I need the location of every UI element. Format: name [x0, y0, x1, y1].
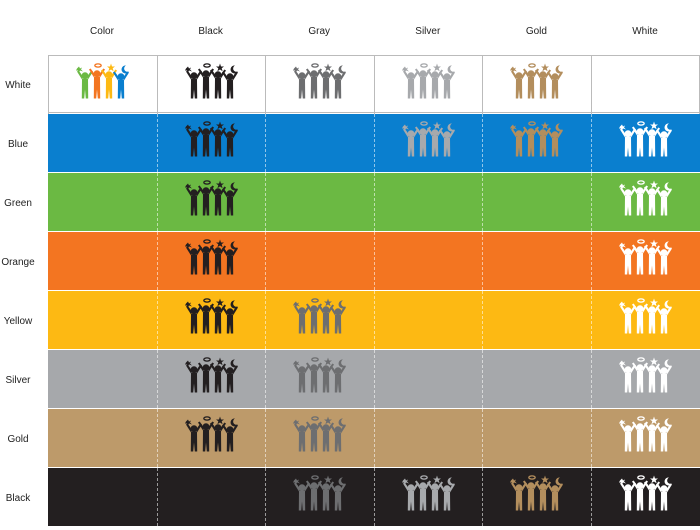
people-group-logo-icon: [617, 121, 675, 166]
cell-gold-silver: [373, 409, 483, 467]
people-group-logo-icon: [183, 63, 241, 108]
cell-white-black: [156, 56, 266, 114]
people-group-logo-icon: [508, 475, 566, 520]
cell-orange-gold: [482, 232, 591, 290]
cell-black-gray: [265, 468, 374, 526]
row-blue: [48, 114, 700, 172]
cell-blue-color: [48, 114, 156, 172]
cell-orange-white: [591, 232, 700, 290]
cell-white-silver: [373, 56, 483, 114]
cell-orange-gray: [265, 232, 374, 290]
people-group-logo-icon: [400, 475, 458, 520]
people-group-logo-icon: [291, 475, 349, 520]
cell-gold-black: [156, 409, 266, 467]
row-header-silver: Silver: [5, 375, 31, 386]
row-header-black: Black: [5, 493, 31, 504]
cell-gold-gray: [265, 409, 374, 467]
cell-orange-silver: [373, 232, 483, 290]
logo-color-grid: [48, 55, 700, 528]
cell-yellow-gray: [265, 291, 374, 349]
row-header-gold: Gold: [7, 434, 29, 445]
people-group-logo-icon: [508, 63, 566, 108]
people-group-logo-icon: [183, 416, 241, 461]
cell-yellow-black: [156, 291, 266, 349]
people-group-logo-icon: [291, 298, 349, 343]
row-silver: [48, 350, 700, 408]
people-group-logo-icon: [617, 357, 675, 402]
cell-green-gold: [482, 173, 591, 231]
people-group-logo-icon: [617, 416, 675, 461]
people-group-logo-icon: [291, 357, 349, 402]
people-group-logo-icon: [74, 63, 132, 108]
cell-gold-gold: [482, 409, 591, 467]
cell-black-silver: [373, 468, 483, 526]
cell-green-silver: [373, 173, 483, 231]
cell-white-gray: [265, 56, 374, 114]
row-yellow: [48, 291, 700, 349]
cell-green-black: [156, 173, 266, 231]
column-header-gray: Gray: [308, 26, 331, 37]
cell-white-gold: [482, 56, 591, 114]
row-gold: [48, 409, 700, 467]
row-white: [48, 55, 700, 114]
row-orange: [48, 232, 700, 290]
cell-yellow-white: [591, 291, 700, 349]
people-group-logo-icon: [183, 357, 241, 402]
row-black: [48, 468, 700, 526]
cell-green-white: [591, 173, 700, 231]
people-group-logo-icon: [400, 121, 458, 166]
people-group-logo-icon: [183, 239, 241, 284]
row-header-white: White: [5, 80, 31, 91]
column-header-gold: Gold: [525, 26, 547, 37]
cell-green-color: [48, 173, 156, 231]
cell-blue-gold: [482, 114, 591, 172]
people-group-logo-icon: [183, 180, 241, 225]
people-group-logo-icon: [291, 63, 349, 108]
people-group-logo-icon: [508, 121, 566, 166]
row-header-blue: Blue: [7, 139, 28, 150]
cell-gold-white: [591, 409, 700, 467]
cell-black-color: [48, 468, 156, 526]
column-header-black: Black: [198, 26, 223, 37]
cell-silver-color: [48, 350, 156, 408]
cell-black-black: [156, 468, 266, 526]
column-header-white: White: [632, 26, 658, 37]
row-header-green: Green: [4, 198, 32, 209]
people-group-logo-icon: [400, 63, 458, 108]
row-header-yellow: Yellow: [3, 316, 33, 327]
cell-orange-black: [156, 232, 266, 290]
cell-black-gold: [482, 468, 591, 526]
row-header-orange: Orange: [1, 257, 35, 268]
cell-yellow-color: [48, 291, 156, 349]
cell-blue-black: [156, 114, 266, 172]
people-group-logo-icon: [617, 239, 675, 284]
people-group-logo-icon: [291, 416, 349, 461]
cell-black-white: [591, 468, 700, 526]
cell-silver-black: [156, 350, 266, 408]
cell-gold-color: [48, 409, 156, 467]
people-group-logo-icon: [617, 298, 675, 343]
cell-blue-white: [591, 114, 700, 172]
people-group-logo-icon: [183, 298, 241, 343]
cell-green-gray: [265, 173, 374, 231]
column-header-silver: Silver: [415, 26, 441, 37]
cell-blue-gray: [265, 114, 374, 172]
cell-white-white: [591, 56, 700, 114]
cell-silver-silver: [373, 350, 483, 408]
cell-yellow-silver: [373, 291, 483, 349]
cell-orange-color: [48, 232, 156, 290]
cell-blue-silver: [373, 114, 483, 172]
cell-silver-gold: [482, 350, 591, 408]
row-green: [48, 173, 700, 231]
column-header-color: Color: [90, 26, 114, 37]
cell-silver-gray: [265, 350, 374, 408]
people-group-logo-icon: [617, 180, 675, 225]
people-group-logo-icon: [183, 121, 241, 166]
people-group-logo-icon: [617, 475, 675, 520]
cell-silver-white: [591, 350, 700, 408]
cell-yellow-gold: [482, 291, 591, 349]
cell-white-color: [48, 56, 157, 114]
